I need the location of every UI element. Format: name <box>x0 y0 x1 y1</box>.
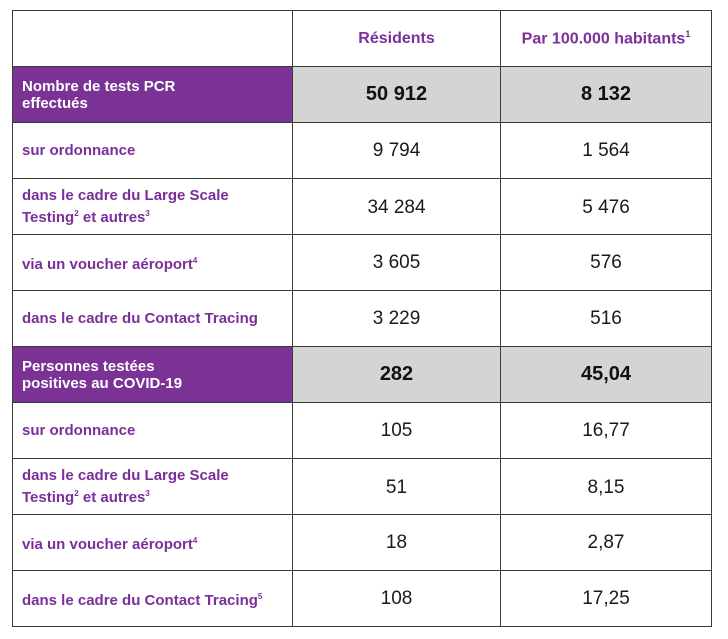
row-label-line2b: et autres <box>78 208 146 226</box>
footnote-ref: 1 <box>685 28 691 39</box>
footnote-ref: 3 <box>145 488 150 498</box>
row-per100k: 16,77 <box>500 402 712 459</box>
positives-summary-label: Personnes testées positives au COVID-19 <box>12 346 293 403</box>
row-label-line2b: et autres <box>78 488 146 506</box>
row-label-text: dans le cadre du Contact Tracing <box>22 591 258 609</box>
row-label: via un voucher aéroport4 <box>12 234 293 291</box>
row-residents: 3 605 <box>292 234 501 291</box>
footnote-ref: 2 <box>74 208 79 218</box>
positives-summary-per100k: 45,04 <box>500 346 712 403</box>
footnote-ref: 2 <box>74 488 79 498</box>
tests-summary-label: Nombre de tests PCR effectués <box>12 66 293 123</box>
row-per100k: 5 476 <box>500 178 712 235</box>
row-label-line2a: Testing <box>22 488 75 506</box>
tests-summary-residents: 50 912 <box>292 66 501 123</box>
row-per100k: 576 <box>500 234 712 291</box>
row-label: sur ordonnance <box>12 122 293 179</box>
row-per100k: 516 <box>500 290 712 347</box>
table-row: via un voucher aéroport4 18 2,87 <box>12 514 712 571</box>
table-row: dans le cadre du Contact Tracing5 108 17… <box>12 570 712 627</box>
row-label-text: via un voucher aéroport <box>22 535 193 553</box>
positives-summary-label-line2: positives au COVID-19 <box>22 374 183 392</box>
row-label-text: via un voucher aéroport <box>22 255 193 273</box>
row-label: sur ordonnance <box>12 402 293 459</box>
row-label-text: sur ordonnance <box>22 141 136 159</box>
header-per-100k: Par 100.000 habitants1 <box>500 10 712 67</box>
table-row: sur ordonnance 105 16,77 <box>12 402 712 459</box>
row-residents: 34 284 <box>292 178 501 235</box>
footnote-ref: 4 <box>192 255 198 265</box>
footnote-ref: 5 <box>257 591 263 601</box>
row-label: dans le cadre du Large Scale Testing2 et… <box>12 458 293 515</box>
row-label-text: dans le cadre du Contact Tracing <box>22 309 258 327</box>
table-row: dans le cadre du Contact Tracing 3 229 5… <box>12 290 712 347</box>
header-residents: Résidents <box>292 10 501 67</box>
row-residents: 105 <box>292 402 501 459</box>
tests-summary-label-line1: Nombre de tests PCR <box>22 77 176 95</box>
table-row: sur ordonnance 9 794 1 564 <box>12 122 712 179</box>
row-residents: 9 794 <box>292 122 501 179</box>
tests-summary-row: Nombre de tests PCR effectués 50 912 8 1… <box>12 66 712 123</box>
positives-summary-residents: 282 <box>292 346 501 403</box>
row-label-line2a: Testing <box>22 208 75 226</box>
row-per100k: 1 564 <box>500 122 712 179</box>
table-row: dans le cadre du Large Scale Testing2 et… <box>12 458 712 515</box>
row-residents: 3 229 <box>292 290 501 347</box>
header-row: Résidents Par 100.000 habitants1 <box>12 10 712 67</box>
row-residents: 51 <box>292 458 501 515</box>
positives-summary-label-line1: Personnes testées <box>22 357 155 375</box>
table-row: dans le cadre du Large Scale Testing2 et… <box>12 178 712 235</box>
row-label-text: sur ordonnance <box>22 421 136 439</box>
row-label: via un voucher aéroport4 <box>12 514 293 571</box>
footnote-ref: 4 <box>192 535 198 545</box>
tests-summary-label-line2: effectués <box>22 94 88 112</box>
table-row: via un voucher aéroport4 3 605 576 <box>12 234 712 291</box>
row-residents: 18 <box>292 514 501 571</box>
row-label: dans le cadre du Large Scale Testing2 et… <box>12 178 293 235</box>
pcr-statistics-table: Résidents Par 100.000 habitants1 Nombre … <box>12 10 712 627</box>
row-label-line1: dans le cadre du Large Scale <box>22 466 229 484</box>
header-per-100k-text: Par 100.000 habitants <box>521 30 686 48</box>
tests-summary-per100k: 8 132 <box>500 66 712 123</box>
footnote-ref: 3 <box>145 208 150 218</box>
row-label: dans le cadre du Contact Tracing <box>12 290 293 347</box>
row-per100k: 8,15 <box>500 458 712 515</box>
header-empty-cell <box>12 10 293 67</box>
row-label-line1: dans le cadre du Large Scale <box>22 186 229 204</box>
row-label: dans le cadre du Contact Tracing5 <box>12 570 293 627</box>
row-per100k: 17,25 <box>500 570 712 627</box>
header-residents-text: Résidents <box>358 29 435 47</box>
row-per100k: 2,87 <box>500 514 712 571</box>
row-residents: 108 <box>292 570 501 627</box>
positives-summary-row: Personnes testées positives au COVID-19 … <box>12 346 712 403</box>
